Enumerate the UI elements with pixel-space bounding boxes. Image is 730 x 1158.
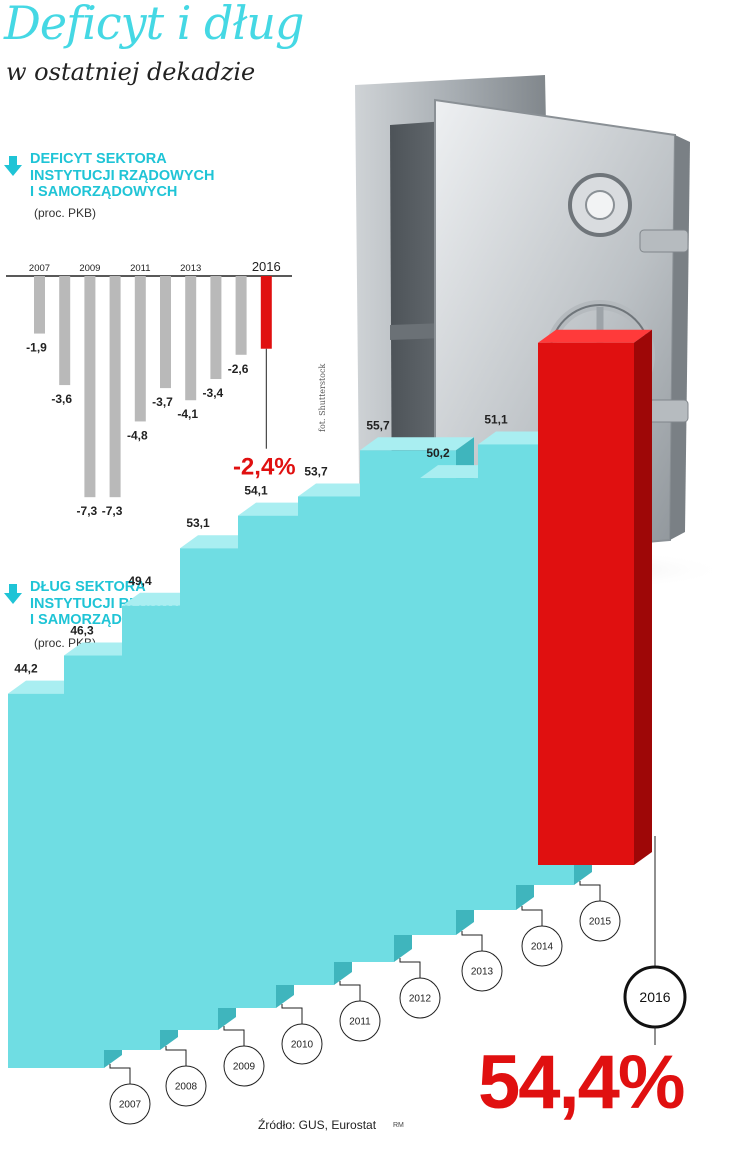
deficit-heading-line: INSTYTUCJI RZĄDOWYCH: [30, 167, 215, 184]
deficit-heading: DEFICYT SEKTORA INSTYTUCJI RZĄDOWYCH I S…: [30, 151, 214, 201]
author-initials: RM: [393, 1122, 404, 1129]
deficit-value-label: -3,7: [152, 395, 173, 409]
deficit-heading-line: DEFICYT SEKTORA: [30, 151, 167, 167]
deficit-bar: [160, 276, 171, 389]
debt-year-connector: [223, 1026, 245, 1046]
debt-year-label: 2009: [233, 1062, 256, 1073]
deficit-bar: [210, 276, 222, 380]
deficit-tick-label: 2009: [79, 263, 100, 274]
deficit-value-label: -2,6: [228, 362, 249, 376]
debt-bar-side: [634, 329, 652, 865]
debt-year-circle: [165, 1065, 207, 1107]
source-note: Źródło: GUS, Eurostat: [258, 1118, 377, 1132]
deficit-bar: [185, 276, 197, 401]
debt-value-label: 44,2: [14, 662, 38, 676]
deficit-bar: [134, 276, 146, 422]
deficit-value-label: -3,6: [51, 392, 72, 406]
debt-year-label: 2008: [175, 1082, 198, 1093]
deficit-value-label: -4,1: [177, 407, 198, 421]
debt-value-label: 54,1: [244, 484, 268, 498]
deficit-bar: [59, 276, 71, 386]
down-arrow-icon: [4, 584, 22, 604]
debt-year-circle: [223, 1045, 265, 1087]
debt-year-label: 2011: [349, 1017, 371, 1028]
deficit-value-label: -7,3: [102, 504, 123, 518]
debt-bar-top: [360, 437, 474, 451]
debt-year-connector: [521, 906, 543, 926]
debt-value-label: 55,7: [366, 418, 390, 432]
debt-value-label: 49,4: [128, 574, 152, 588]
deficit-bar: [235, 276, 247, 355]
deficit-tick-label: 2007: [29, 263, 50, 274]
debt-2016-value: 54,4%: [478, 1040, 685, 1125]
deficit-value-label: -2,4%: [233, 454, 296, 481]
debt-year-circle: [339, 1000, 381, 1042]
page-title: Deficyt i dług: [4, 0, 304, 50]
debt-year-label: 2007: [119, 1100, 142, 1111]
deficit-heading-line: I SAMORZĄDOWYCH: [30, 184, 178, 200]
debt-year-label: 2013: [471, 967, 494, 978]
deficit-bar: [260, 276, 272, 349]
debt-year-connector: [109, 1064, 131, 1084]
debt-year-connector: [281, 1004, 303, 1024]
deficit-value-label: -1,9: [26, 341, 47, 355]
debt-year-label: 2016: [639, 989, 670, 1005]
debt-year-circle: [521, 925, 563, 967]
debt-year-circle: [579, 900, 621, 942]
down-arrow-icon: [4, 156, 22, 176]
debt-year-circle: [281, 1023, 323, 1065]
debt-year-circle: [461, 950, 503, 992]
deficit-bar: [34, 276, 45, 334]
debt-year-circle: [109, 1083, 151, 1125]
debt-bar: [538, 342, 634, 865]
page-subtitle: w ostatniej dekadzie: [6, 58, 256, 86]
deficit-unit: (proc. PKB): [34, 206, 97, 220]
deficit-bar: [109, 276, 121, 498]
debt-value-label: 53,7: [304, 464, 328, 478]
debt-value-label: 51,1: [484, 412, 508, 426]
deficit-value-label: -4,8: [127, 428, 148, 442]
debt-year-connector: [165, 1046, 187, 1066]
debt-value-label: 46,3: [70, 624, 94, 638]
deficit-tick-label: 2011: [130, 263, 150, 274]
deficit-bar: [84, 276, 96, 498]
debt-year-connector: [579, 881, 601, 901]
debt-year-label: 2012: [409, 994, 432, 1005]
debt-value-label: 53,1: [186, 516, 210, 530]
debt-heading-line: DŁUG SEKTORA: [30, 579, 146, 595]
debt-year-label: 2015: [589, 917, 612, 928]
deficit-tick-label: 2013: [180, 263, 201, 274]
deficit-value-label: -7,3: [77, 504, 98, 518]
debt-year-label: 2014: [531, 942, 554, 953]
deficit-tick-label: 2016: [252, 259, 281, 274]
debt-bar-top: [538, 329, 652, 343]
debt-value-label: 50,2: [426, 446, 450, 460]
debt-year-connector: [461, 931, 483, 951]
debt-year-connector: [339, 981, 361, 1001]
deficit-value-label: -3,4: [203, 386, 224, 400]
debt-year-circle: [399, 977, 441, 1019]
debt-year-connector: [399, 958, 421, 978]
debt-year-label: 2010: [291, 1040, 314, 1051]
